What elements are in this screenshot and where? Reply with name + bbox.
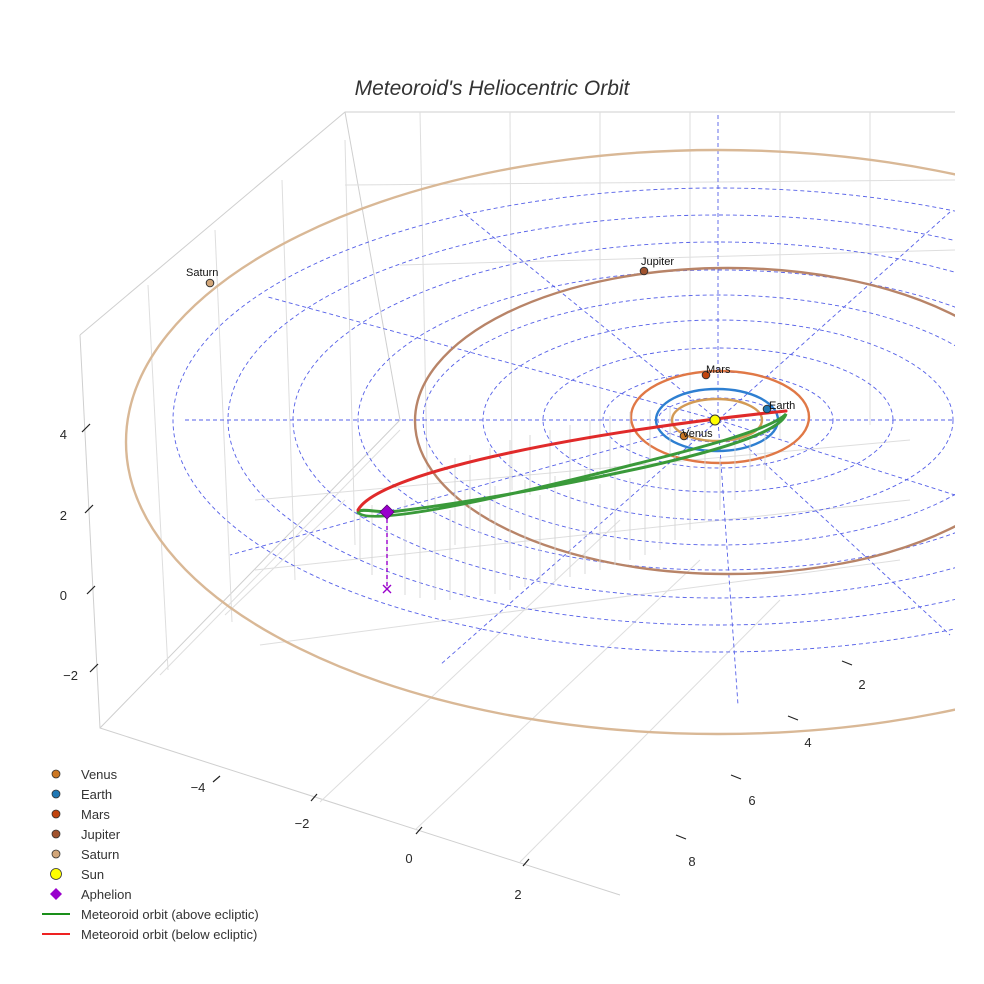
legend-item-jupiter[interactable]: Jupiter [51, 827, 121, 842]
legend-item-aphelion[interactable]: Aphelion [50, 887, 132, 902]
earth-marker [762, 404, 772, 414]
projection-drop-lines [359, 408, 766, 600]
chart-title: Meteoroid's Heliocentric Orbit [355, 77, 631, 100]
aphelion-marker [379, 504, 395, 520]
z-axis-tick-labels: 4 2 0 −2 [60, 427, 78, 683]
x-tick-label: −4 [191, 780, 206, 795]
legend-item-earth[interactable]: Earth [51, 787, 112, 802]
meteoroid-orbit-below [356, 409, 788, 512]
legend-marker-earth [51, 789, 61, 799]
mars-marker [701, 370, 711, 380]
mars-label: Mars [706, 364, 731, 376]
meteoroid-orbit-above [356, 412, 788, 518]
aphelion-group [379, 504, 395, 594]
z-tick-label: 0 [60, 588, 67, 603]
legend-label: Aphelion [81, 887, 132, 902]
earth-label: Earth [769, 400, 795, 412]
legend-marker-sun [50, 868, 62, 880]
ecliptic-grid [172, 112, 955, 706]
planet-markers [205, 266, 772, 441]
legend: Venus Earth Mars Jupiter Saturn Sun Aphe… [42, 767, 259, 942]
sun-group [709, 414, 721, 426]
legend-label: Jupiter [81, 827, 121, 842]
z-tick-label: −2 [63, 668, 78, 683]
legend-item-saturn[interactable]: Saturn [51, 847, 119, 862]
aphelion-projection-marker [382, 584, 392, 594]
y-axis-tick-labels: 2 4 6 8 [688, 677, 865, 869]
jupiter-orbit [413, 266, 955, 576]
venus-marker [679, 431, 689, 441]
y-tick-label: 6 [748, 793, 755, 808]
legend-label: Meteoroid orbit (below ecliptic) [81, 927, 257, 942]
x-tick-label: −2 [295, 816, 310, 831]
saturn-label: Saturn [186, 267, 218, 279]
legend-label: Venus [81, 767, 118, 782]
legend-item-mars[interactable]: Mars [51, 807, 110, 822]
jupiter-label: Jupiter [641, 256, 674, 268]
meteoroid-orbit [356, 409, 788, 518]
legend-label: Saturn [81, 847, 119, 862]
x-tick-label: 2 [514, 887, 521, 902]
z-tick-label: 4 [60, 427, 67, 442]
planet-labels: Venus Earth Mars Jupiter Saturn [186, 256, 795, 440]
z-tick-label: 2 [60, 508, 67, 523]
legend-label: Mars [81, 807, 110, 822]
sun-marker [709, 414, 721, 426]
legend-marker-venus [51, 769, 61, 779]
legend-item-meteoroid-below[interactable]: Meteoroid orbit (below ecliptic) [42, 927, 257, 942]
x-tick-label: 0 [405, 851, 412, 866]
y-tick-label: 4 [804, 735, 811, 750]
legend-item-sun[interactable]: Sun [50, 867, 105, 882]
saturn-orbit [124, 148, 955, 736]
legend-label: Sun [81, 867, 104, 882]
saturn-marker [205, 278, 215, 288]
legend-marker-aphelion [50, 888, 62, 900]
legend-marker-jupiter [51, 829, 61, 839]
axis-ticks [81, 423, 853, 867]
x-axis-tick-labels: −4 −2 0 2 [191, 780, 522, 902]
planet-orbits [124, 148, 955, 736]
legend-label: Earth [81, 787, 112, 802]
legend-item-venus[interactable]: Venus [51, 767, 118, 782]
legend-marker-saturn [51, 849, 61, 859]
legend-marker-mars [51, 809, 61, 819]
y-tick-label: 8 [688, 854, 695, 869]
legend-label: Meteoroid orbit (above ecliptic) [81, 907, 259, 922]
venus-label: Venus [682, 428, 713, 440]
jupiter-marker [639, 266, 649, 276]
y-tick-label: 2 [858, 677, 865, 692]
axis-box-frame [79, 111, 955, 896]
legend-item-meteoroid-above[interactable]: Meteoroid orbit (above ecliptic) [42, 907, 259, 922]
